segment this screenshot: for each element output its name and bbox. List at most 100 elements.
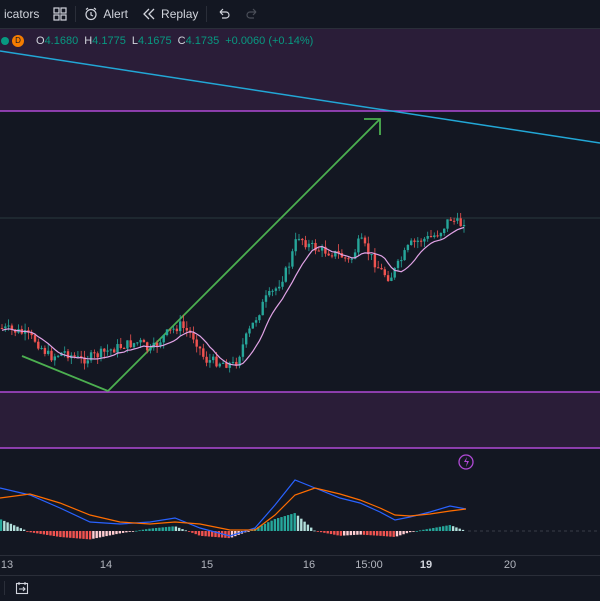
lightning-icon[interactable] — [458, 454, 474, 470]
projection-arrow[interactable] — [21, 118, 381, 392]
candle-body — [76, 356, 80, 358]
histogram-bar — [458, 528, 461, 531]
histogram-bar — [230, 531, 234, 538]
histogram-bar — [389, 531, 392, 537]
histogram-bar — [227, 531, 230, 539]
candle-body — [254, 320, 258, 323]
histogram-bar — [158, 527, 161, 531]
histogram-bar — [369, 531, 372, 536]
histogram-bar — [75, 531, 79, 539]
candle-body — [152, 342, 155, 348]
candle-body — [380, 268, 383, 270]
candle-body — [0, 328, 4, 329]
candle-body — [235, 361, 238, 366]
histogram-bar — [402, 531, 405, 535]
toolbar-separator — [75, 6, 77, 22]
candle-body — [320, 246, 324, 251]
histogram-bar — [128, 531, 131, 532]
histogram-bar — [409, 531, 412, 533]
top-toolbar: icators Alert Replay — [0, 0, 600, 29]
candle-body — [291, 251, 294, 267]
candle-body — [261, 301, 264, 316]
close-value: 4.1735 — [185, 34, 220, 47]
histogram-bar — [191, 531, 194, 533]
histogram-bar — [432, 528, 435, 531]
candlestick-series — [0, 212, 466, 373]
candle-body — [198, 346, 202, 349]
replay-icon — [143, 8, 155, 20]
candle-body — [278, 286, 281, 289]
histogram-bar — [178, 527, 181, 531]
histogram-bar — [310, 527, 313, 531]
candle-body — [301, 238, 304, 241]
histogram-bar — [306, 524, 310, 531]
candle-body — [297, 238, 301, 240]
alert-button[interactable]: Alert — [84, 7, 128, 21]
histogram-bar — [280, 517, 283, 531]
redo-button[interactable] — [245, 8, 259, 20]
histogram-bar — [359, 531, 362, 535]
candle-body — [370, 254, 373, 256]
candle-body — [106, 350, 109, 352]
candle-body — [337, 251, 340, 254]
histogram-bar — [95, 531, 98, 539]
candle-body — [334, 251, 337, 257]
histogram-bar — [161, 527, 164, 531]
histogram-bar — [405, 531, 409, 534]
time-tick: 16 — [302, 559, 316, 571]
candle-body — [307, 243, 311, 248]
histogram-bar — [277, 518, 280, 531]
interval-badge[interactable]: D — [12, 34, 24, 47]
undo-button[interactable] — [217, 8, 231, 20]
candle-body — [136, 342, 139, 344]
status-dot — [1, 36, 9, 45]
toolbar-separator — [206, 6, 208, 22]
histogram-bar — [69, 531, 72, 538]
histogram-bar — [88, 531, 92, 540]
histogram-bar — [263, 523, 267, 531]
time-tick: 14 — [99, 559, 113, 571]
histogram-bar — [79, 531, 82, 539]
candle-body — [416, 240, 419, 242]
chart-canvas[interactable] — [0, 29, 600, 555]
histogram-bar — [36, 531, 39, 534]
histogram-bar — [168, 526, 171, 531]
candle-body — [459, 218, 462, 227]
candle-body — [241, 344, 245, 357]
candle-body — [4, 326, 7, 329]
time-tick: 15:00 — [355, 559, 383, 571]
time-tick: 13 — [0, 559, 14, 571]
replay-button[interactable]: Replay — [142, 7, 198, 21]
templates-button[interactable] — [53, 7, 67, 21]
open-value: 4.1680 — [44, 34, 79, 47]
moving-average-line — [1, 226, 465, 366]
support-zone[interactable] — [0, 392, 600, 448]
histogram-bar — [154, 528, 158, 531]
histogram-bar — [32, 531, 36, 533]
candle-body — [185, 328, 188, 331]
time-tick: 19 — [419, 559, 433, 571]
histogram-bar — [362, 531, 366, 535]
candle-body — [63, 351, 66, 353]
candle-body — [225, 362, 228, 368]
histogram-bar — [435, 527, 438, 531]
indicators-button[interactable]: icators — [4, 7, 39, 21]
descending-trendline[interactable] — [0, 50, 600, 144]
date-range-icon[interactable] — [15, 581, 29, 595]
histogram-bar — [26, 531, 29, 532]
high-value: 4.1775 — [92, 34, 126, 47]
time-axis[interactable]: 13 14 15 16 15:00 19 20 — [0, 555, 600, 576]
candle-body — [162, 335, 165, 343]
macd-line — [0, 479, 467, 537]
candle-body — [294, 239, 297, 252]
undo-icon — [219, 8, 230, 19]
alert-icon — [85, 7, 97, 21]
candle-body — [126, 340, 129, 349]
histogram-bar — [16, 526, 19, 531]
candle-body — [258, 315, 261, 321]
histogram-bar — [174, 526, 178, 531]
histogram-bar — [412, 531, 415, 532]
histogram-bar — [115, 531, 118, 535]
ohlc-legend: D O 4.1680 H 4.1775 L 4.1675 C 4.1735 +0… — [0, 33, 319, 48]
candle-body — [274, 288, 278, 291]
